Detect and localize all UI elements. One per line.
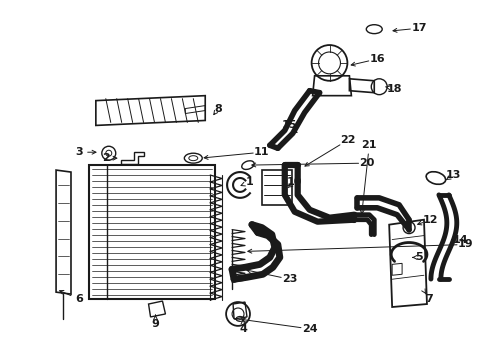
- Text: 1: 1: [245, 177, 253, 187]
- Text: 3: 3: [75, 147, 82, 157]
- Text: 15: 15: [282, 121, 297, 130]
- Text: 2: 2: [102, 153, 109, 163]
- Text: 18: 18: [386, 84, 401, 94]
- Text: 10: 10: [286, 177, 302, 187]
- Text: 14: 14: [452, 234, 468, 244]
- Text: 13: 13: [445, 170, 461, 180]
- Text: 21: 21: [361, 140, 376, 150]
- Text: 6: 6: [75, 294, 82, 304]
- Text: 22: 22: [339, 135, 354, 145]
- Text: 23: 23: [282, 274, 297, 284]
- Text: 9: 9: [151, 319, 159, 329]
- Text: 11: 11: [254, 147, 269, 157]
- Text: 8: 8: [214, 104, 222, 113]
- Text: 20: 20: [359, 158, 374, 168]
- Text: 19: 19: [457, 239, 472, 249]
- Text: 16: 16: [368, 54, 384, 64]
- Text: 24: 24: [301, 324, 317, 334]
- Text: 5: 5: [414, 252, 422, 262]
- Text: 12: 12: [422, 215, 438, 225]
- Text: 17: 17: [410, 23, 426, 33]
- Text: 4: 4: [239, 324, 246, 334]
- Text: 7: 7: [424, 294, 432, 304]
